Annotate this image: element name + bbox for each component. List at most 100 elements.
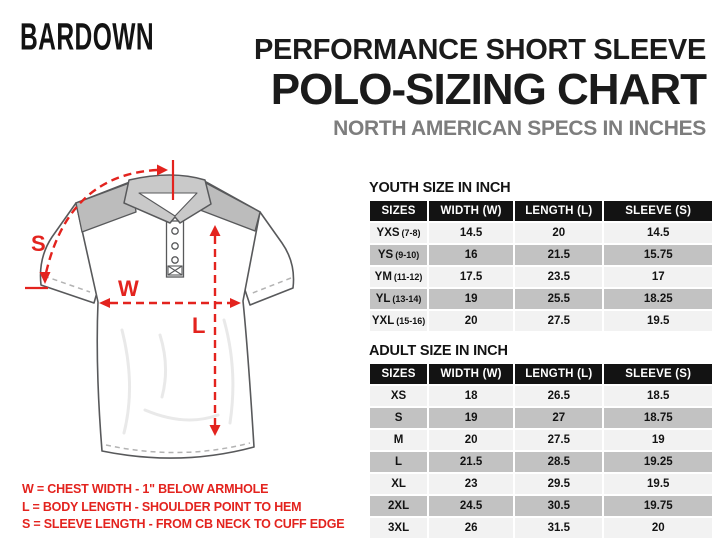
sleeve-cell: 18.75 [604, 408, 712, 428]
size-cell: 2XL [370, 496, 428, 516]
age-range: (13-14) [392, 294, 422, 304]
sleeve-cell: 20 [604, 518, 712, 538]
table-row: L 21.5 28.5 19.25 [370, 452, 712, 472]
length-cell: 27 [515, 408, 603, 428]
column-header: SIZES [370, 364, 428, 384]
width-cell: 14.5 [429, 223, 514, 243]
table-header-row: SIZES WIDTH (W) LENGTH (L) SLEEVE (S) [370, 364, 712, 384]
table-row: YM (11-12) 17.5 23.5 17 [370, 267, 712, 287]
polo-collar-inner [138, 192, 198, 217]
length-cell: 25.5 [515, 289, 603, 309]
width-cell: 20 [429, 311, 514, 331]
sleeve-cell: 15.75 [604, 245, 712, 265]
legend-line-length: L = BODY LENGTH - SHOULDER POINT TO HEM [22, 499, 302, 514]
polo-left-yoke [75, 181, 137, 233]
sleeve-cell: 19.5 [604, 311, 712, 331]
sleeve-cell: 18.5 [604, 386, 712, 406]
length-cell: 29.5 [515, 474, 603, 494]
page-title-line2: POLO-SIZING CHART [270, 65, 707, 114]
length-cell: 27.5 [515, 430, 603, 450]
legend-line-sleeve: S = SLEEVE LENGTH - FROM CB NECK TO CUFF… [22, 517, 345, 531]
polo-bartack [167, 265, 183, 276]
width-cell: 23 [429, 474, 514, 494]
column-header: SLEEVE (S) [604, 364, 712, 384]
width-cell: 19 [429, 289, 514, 309]
sleeve-cell: 19.5 [604, 474, 712, 494]
table-row: YXS (7-8) 14.5 20 14.5 [370, 223, 712, 243]
column-header: LENGTH (L) [515, 364, 603, 384]
table-row: 3XL 26 31.5 20 [370, 518, 712, 538]
legend-line-width: W = CHEST WIDTH - 1" BELOW ARMHOLE [22, 482, 269, 496]
brand-logo: BARDOWN [20, 16, 155, 59]
size-cell: S [370, 408, 428, 428]
title-block: PERFORMANCE SHORT SLEEVE POLO-SIZING CHA… [253, 34, 707, 140]
column-header: SIZES [370, 201, 428, 221]
size-cell: L [370, 452, 428, 472]
youth-table-title: YOUTH SIZE IN INCH [369, 180, 511, 196]
width-cell: 18 [429, 386, 514, 406]
l-measure-label: L [192, 313, 205, 338]
length-cell: 28.5 [515, 452, 603, 472]
age-range: (15-16) [396, 316, 426, 326]
size-cell: XL [370, 474, 428, 494]
size-cell: XS [370, 386, 428, 406]
s-measure-label: S [31, 231, 46, 256]
column-header: SLEEVE (S) [604, 201, 712, 221]
width-cell: 16 [429, 245, 514, 265]
table-row: YS (9-10) 16 21.5 15.75 [370, 245, 712, 265]
adult-size-table: SIZES WIDTH (W) LENGTH (L) SLEEVE (S) XS 18 26… [368, 362, 714, 540]
polo-measurement-diagram: S W L [25, 160, 295, 459]
youth-size-section: YOUTH SIZE IN INCH SIZES WIDTH (W) LENGTH … [368, 180, 714, 333]
width-cell: 19 [429, 408, 514, 428]
polo-buttons [171, 227, 179, 264]
age-range: (11-12) [393, 272, 423, 282]
width-cell: 26 [429, 518, 514, 538]
age-range: (7-8) [401, 228, 421, 238]
length-cell: 26.5 [515, 386, 603, 406]
adult-table-title: ADULT SIZE IN INCH [369, 343, 508, 359]
size-cell: YXS (7-8) [370, 223, 428, 243]
page-title-line1: PERFORMANCE SHORT SLEEVE [253, 34, 706, 66]
wrinkle-shading [120, 318, 235, 435]
sleeve-cell: 17 [604, 267, 712, 287]
table-row: YL (13-14) 19 25.5 18.25 [370, 289, 712, 309]
length-cell: 21.5 [515, 245, 603, 265]
stitch-lines [43, 275, 292, 454]
sleeve-cell: 19.25 [604, 452, 712, 472]
youth-size-table: SIZES WIDTH (W) LENGTH (L) SLEEVE (S) YXS (7-… [368, 199, 714, 333]
table-row: S 19 27 18.75 [370, 408, 712, 428]
width-cell: 24.5 [429, 496, 514, 516]
sleeve-measure-arrow [44, 168, 158, 274]
sleeve-cell: 14.5 [604, 223, 712, 243]
w-measure-label: W [118, 276, 139, 301]
length-cell: 31.5 [515, 518, 603, 538]
width-cell: 20 [429, 430, 514, 450]
size-cell: M [370, 430, 428, 450]
column-header: WIDTH (W) [429, 364, 514, 384]
length-cell: 20 [515, 223, 603, 243]
size-tables: YOUTH SIZE IN INCH SIZES WIDTH (W) LENGTH … [368, 180, 714, 540]
adult-size-section: ADULT SIZE IN INCH SIZES WIDTH (W) LENGTH … [368, 343, 714, 540]
length-cell: 30.5 [515, 496, 603, 516]
table-row: M 20 27.5 19 [370, 430, 712, 450]
table-header-row: SIZES WIDTH (W) LENGTH (L) SLEEVE (S) [370, 201, 712, 221]
width-cell: 21.5 [429, 452, 514, 472]
size-cell: YL (13-14) [370, 289, 428, 309]
table-row: XL 23 29.5 19.5 [370, 474, 712, 494]
measurement-legend: W = CHEST WIDTH - 1" BELOW ARMHOLE L = B… [22, 481, 345, 534]
column-header: LENGTH (L) [515, 201, 603, 221]
size-cell: 3XL [370, 518, 428, 538]
column-header: WIDTH (W) [429, 201, 514, 221]
table-row: 2XL 24.5 30.5 19.75 [370, 496, 712, 516]
sleeve-cell: 19.75 [604, 496, 712, 516]
measurement-annotations: S W L [25, 160, 241, 436]
sleeve-cell: 19 [604, 430, 712, 450]
sleeve-cell: 18.25 [604, 289, 712, 309]
age-range: (9-10) [395, 250, 420, 260]
size-cell: YM (11-12) [370, 267, 428, 287]
table-row: YXL (15-16) 20 27.5 19.5 [370, 311, 712, 331]
length-cell: 23.5 [515, 267, 603, 287]
length-cell: 27.5 [515, 311, 603, 331]
page-subtitle: NORTH AMERICAN SPECS IN INCHES [333, 117, 706, 140]
size-cell: YXL (15-16) [370, 311, 428, 331]
